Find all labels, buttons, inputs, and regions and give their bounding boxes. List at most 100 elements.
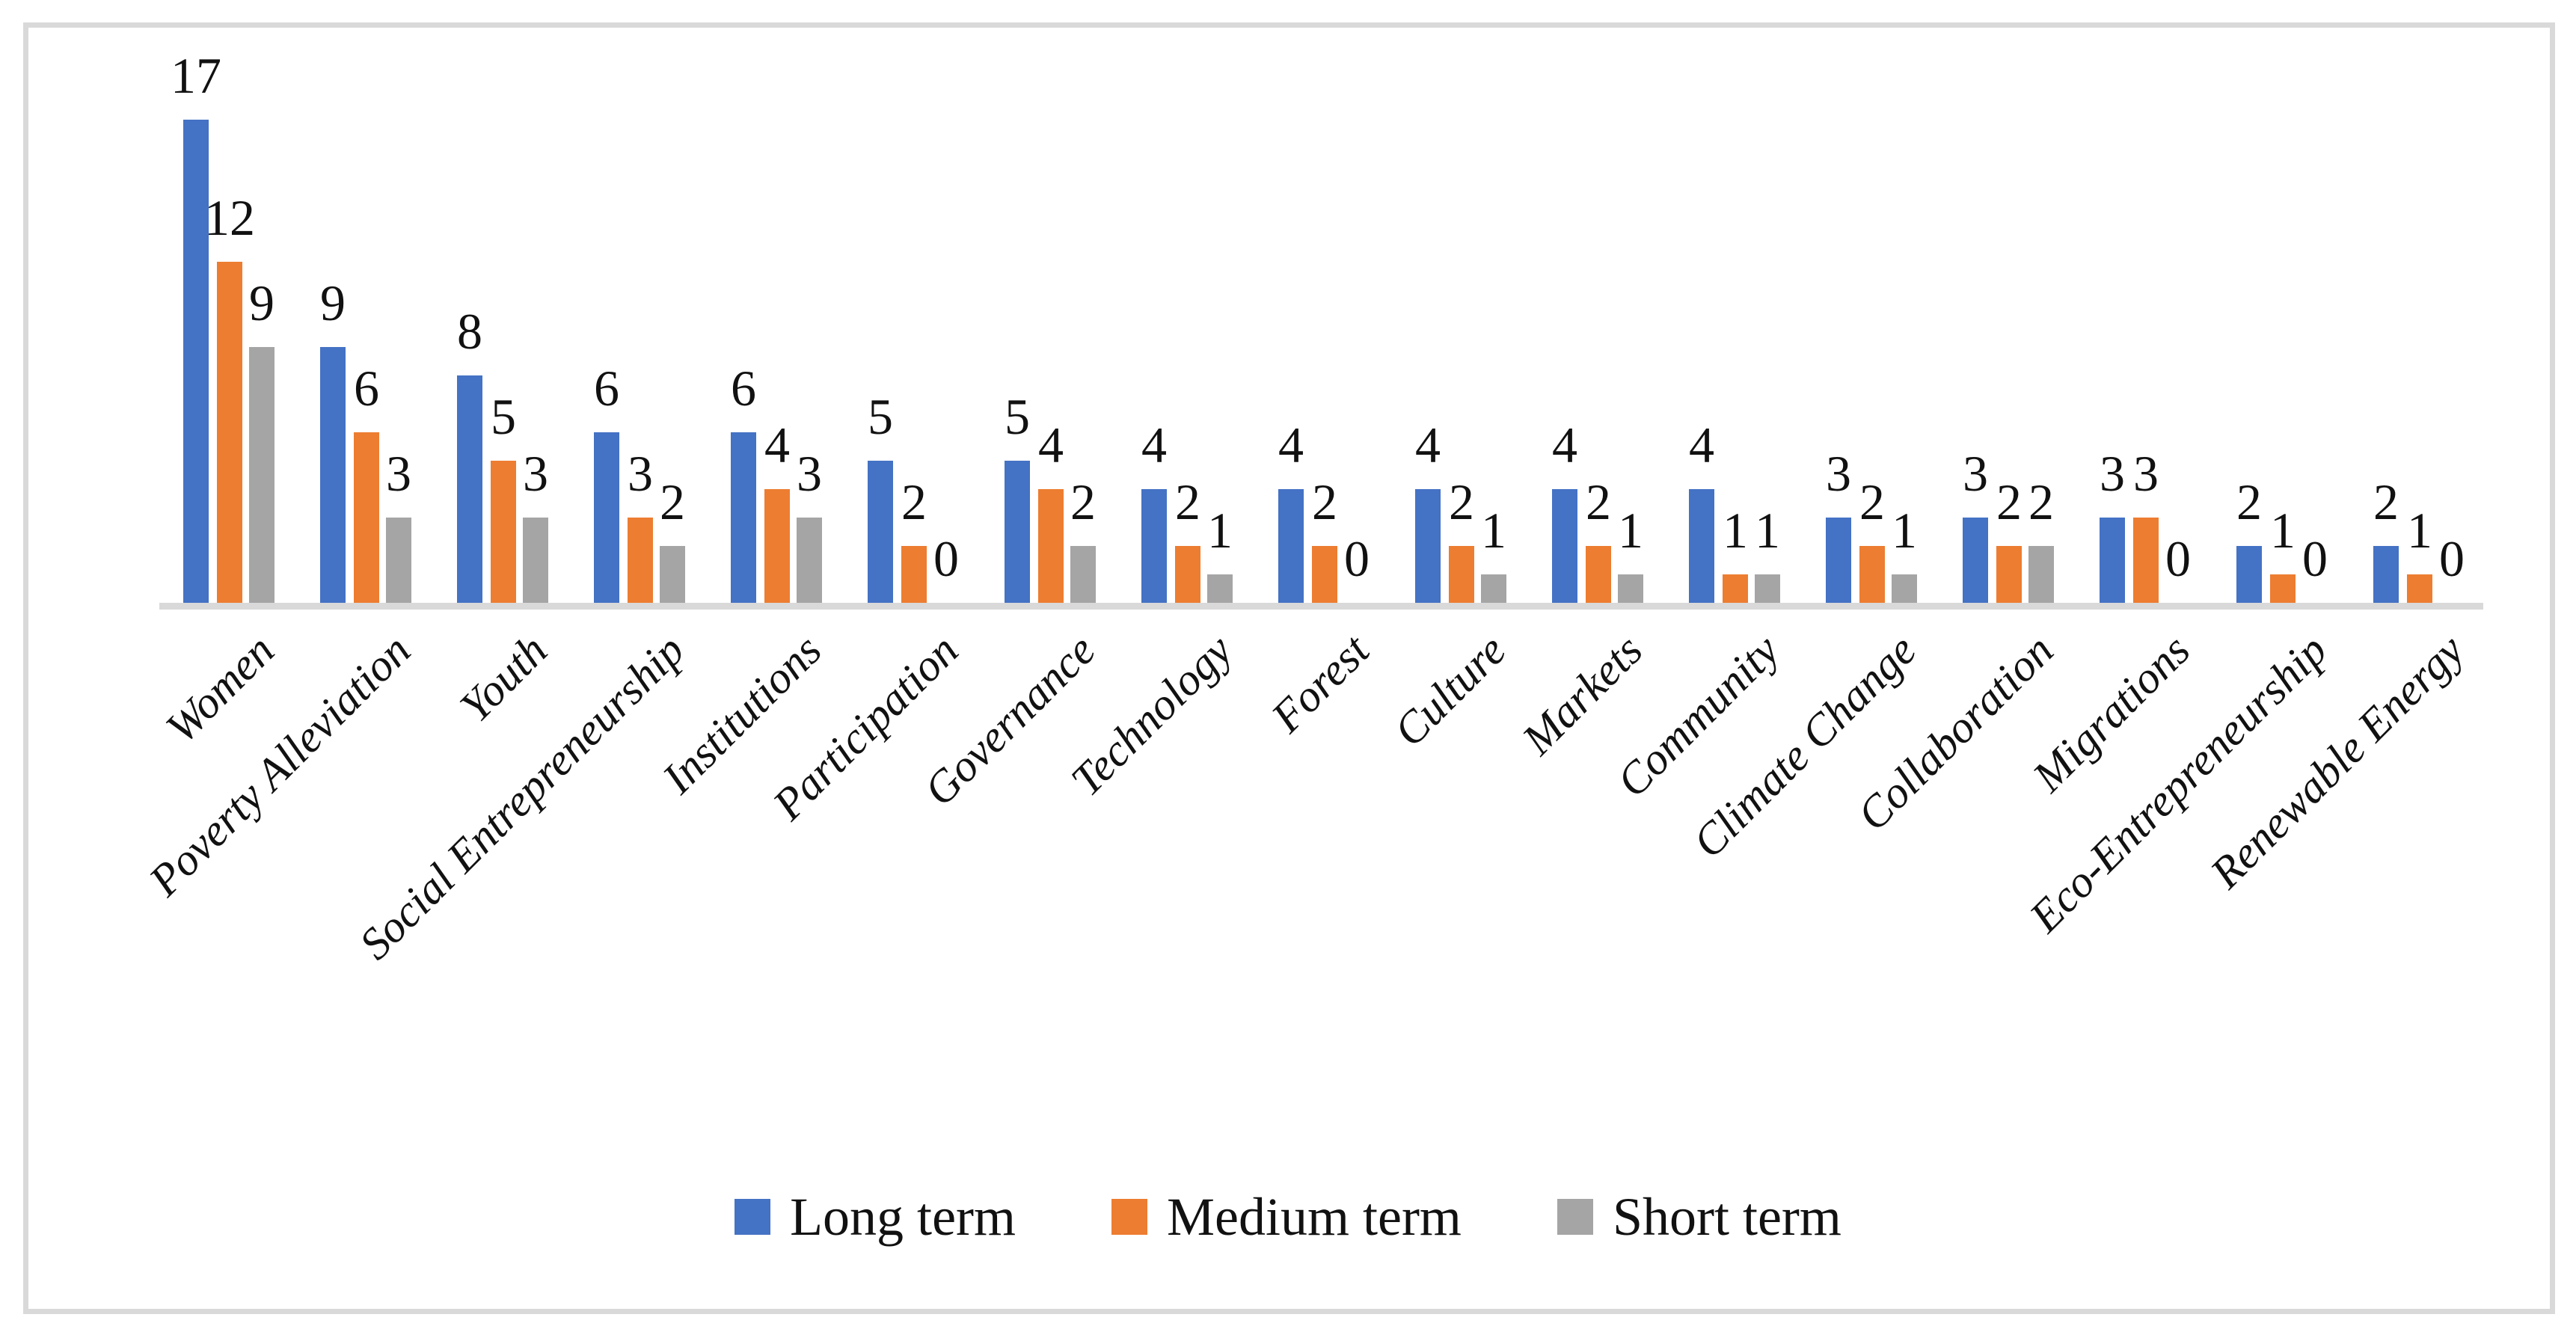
bar-short-term-poverty-alleviation [386,518,411,603]
value-label-medium-term-eco-entrepreneurship: 1 [2270,502,2296,559]
legend-marker-short-term-icon [1557,1199,1593,1235]
value-label-long-term-governance: 5 [1005,388,1030,445]
bar-medium-term-participation [901,546,927,603]
bar-long-term-forest [1278,489,1304,603]
bar-medium-term-community [1723,574,1748,603]
value-label-medium-term-youth: 5 [491,388,516,445]
value-label-long-term-collaboration: 3 [1963,445,1988,502]
value-label-long-term-climate-change: 3 [1826,445,1851,502]
value-label-short-term-community: 1 [1755,502,1780,559]
value-label-long-term-forest: 4 [1278,417,1304,473]
bar-short-term-institutions [797,518,822,603]
value-label-long-term-women: 17 [171,47,221,104]
value-label-medium-term-renewable-energy: 1 [2407,502,2432,559]
bar-long-term-technology [1141,489,1167,603]
bar-medium-term-culture [1449,546,1474,603]
legend-marker-long-term-icon [735,1199,771,1235]
value-label-long-term-institutions: 6 [731,360,756,417]
bar-long-term-collaboration [1963,518,1988,603]
bar-short-term-markets [1618,574,1643,603]
bar-medium-term-institutions [764,489,790,603]
bar-long-term-poverty-alleviation [320,347,346,603]
bar-medium-term-markets [1586,546,1611,603]
bar-long-term-culture [1415,489,1441,603]
value-label-long-term-participation: 5 [868,388,893,445]
bar-short-term-climate-change [1892,574,1917,603]
value-label-short-term-collaboration: 2 [2028,473,2054,530]
value-label-medium-term-poverty-alleviation: 6 [354,360,379,417]
bar-short-term-technology [1207,574,1233,603]
value-label-medium-term-governance: 4 [1038,417,1064,473]
legend-item-long-term: Long term [735,1190,1016,1244]
x-axis-line [159,603,2483,610]
bar-medium-term-youth [491,461,516,603]
bar-long-term-institutions [731,432,756,603]
value-label-medium-term-social-entrepreneurship: 3 [628,445,653,502]
value-label-medium-term-forest: 2 [1312,473,1337,530]
bar-short-term-youth [523,518,548,603]
bar-long-term-governance [1005,461,1030,603]
bar-medium-term-poverty-alleviation [354,432,379,603]
bar-short-term-women [249,347,275,603]
bar-long-term-markets [1552,489,1577,603]
value-label-long-term-culture: 4 [1415,417,1441,473]
bar-short-term-community [1755,574,1780,603]
value-label-long-term-community: 4 [1689,417,1714,473]
bar-medium-term-migrations [2133,518,2159,603]
value-label-short-term-culture: 1 [1481,502,1506,559]
legend-label-medium-term: Medium term [1167,1187,1462,1247]
value-label-medium-term-markets: 2 [1586,473,1611,530]
bar-long-term-women [183,120,209,603]
legend-marker-medium-term-icon [1111,1199,1147,1235]
bar-medium-term-renewable-energy [2407,574,2432,603]
bar-long-term-eco-entrepreneurship [2236,546,2262,603]
value-label-short-term-social-entrepreneurship: 2 [660,473,685,530]
value-label-short-term-technology: 1 [1207,502,1233,559]
value-label-short-term-climate-change: 1 [1892,502,1917,559]
value-label-short-term-women: 9 [249,274,275,331]
bar-medium-term-social-entrepreneurship [628,518,653,603]
legend-item-short-term: Short term [1557,1190,1841,1244]
bar-long-term-participation [868,461,893,603]
bar-medium-term-women [217,262,242,603]
bar-medium-term-governance [1038,489,1064,603]
bar-medium-term-forest [1312,546,1337,603]
value-label-long-term-eco-entrepreneurship: 2 [2236,473,2262,530]
value-label-long-term-social-entrepreneurship: 6 [594,360,619,417]
bar-long-term-renewable-energy [2373,546,2399,603]
value-label-medium-term-women: 12 [204,189,255,246]
chart-border [23,22,2555,1314]
value-label-medium-term-community: 1 [1723,502,1748,559]
legend: Long term Medium term Short term [0,1176,2576,1258]
value-label-medium-term-collaboration: 2 [1996,473,2022,530]
value-label-long-term-poverty-alleviation: 9 [320,274,346,331]
value-label-medium-term-migrations: 3 [2133,445,2159,502]
bar-short-term-social-entrepreneurship [660,546,685,603]
value-label-long-term-renewable-energy: 2 [2373,473,2399,530]
bar-long-term-climate-change [1826,518,1851,603]
bar-medium-term-collaboration [1996,546,2022,603]
value-label-medium-term-participation: 2 [901,473,927,530]
value-label-short-term-poverty-alleviation: 3 [386,445,411,502]
value-label-long-term-youth: 8 [457,303,482,360]
bar-long-term-social-entrepreneurship [594,432,619,603]
value-label-medium-term-technology: 2 [1175,473,1200,530]
bar-short-term-collaboration [2028,546,2054,603]
value-label-short-term-renewable-energy: 0 [2439,530,2465,587]
value-label-short-term-youth: 3 [523,445,548,502]
value-label-long-term-markets: 4 [1552,417,1577,473]
bar-medium-term-eco-entrepreneurship [2270,574,2296,603]
value-label-long-term-technology: 4 [1141,417,1167,473]
bar-long-term-migrations [2100,518,2125,603]
legend-label-long-term: Long term [790,1187,1016,1247]
bar-short-term-governance [1070,546,1096,603]
legend-label-short-term: Short term [1612,1187,1841,1247]
bar-short-term-culture [1481,574,1506,603]
bar-medium-term-technology [1175,546,1200,603]
value-label-long-term-migrations: 3 [2100,445,2125,502]
value-label-medium-term-climate-change: 2 [1859,473,1885,530]
value-label-short-term-migrations: 0 [2165,530,2191,587]
value-label-short-term-governance: 2 [1070,473,1096,530]
legend-item-medium-term: Medium term [1111,1190,1462,1244]
